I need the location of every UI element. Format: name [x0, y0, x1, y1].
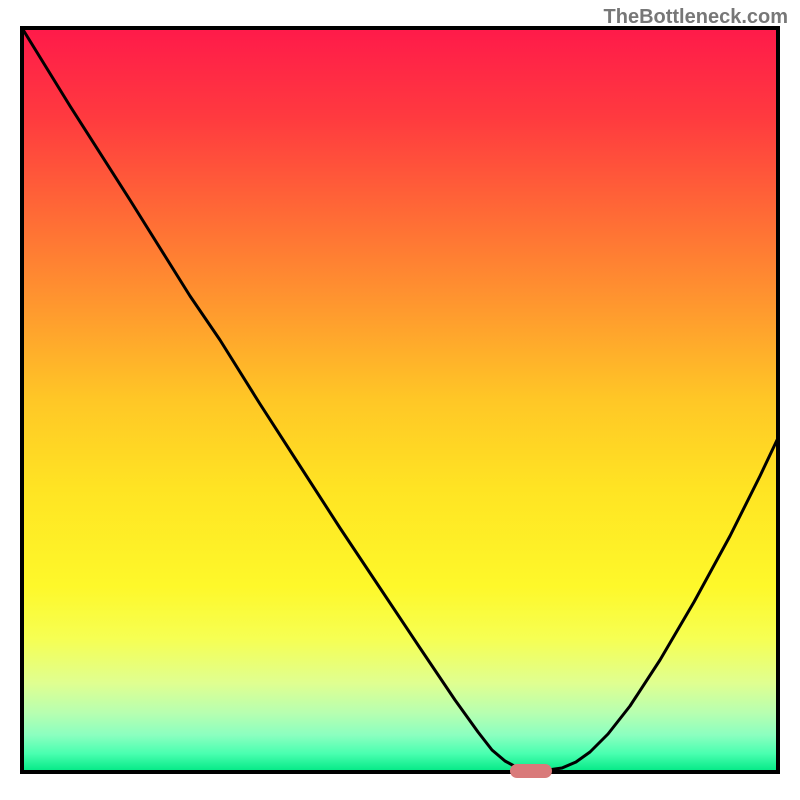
watermark-text: TheBottleneck.com [604, 6, 788, 29]
plot-background [22, 28, 778, 772]
chart-svg [0, 0, 800, 800]
chart-container: TheBottleneck.com [0, 0, 800, 800]
optimal-marker [510, 764, 552, 778]
